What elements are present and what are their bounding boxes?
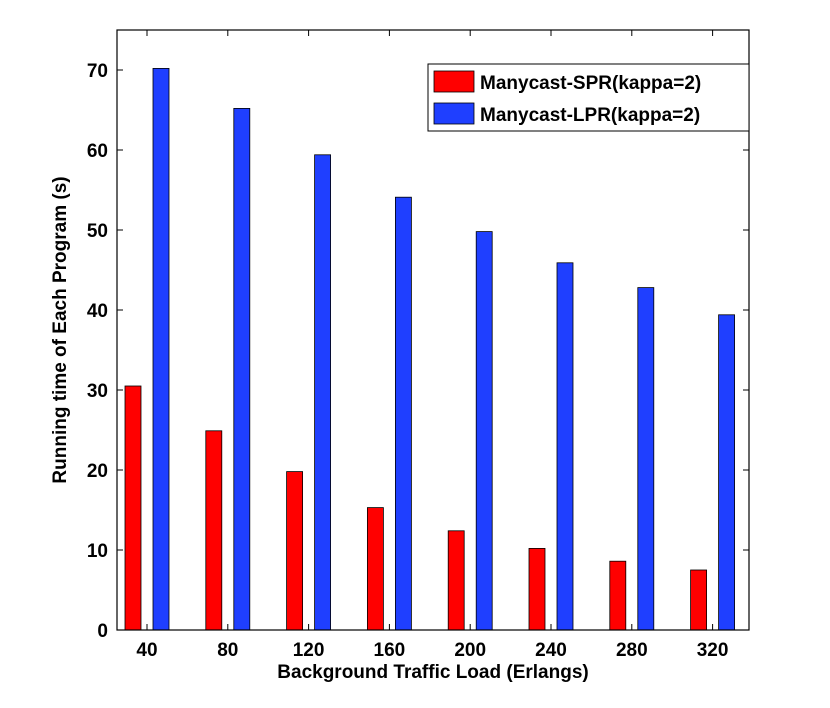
x-tick-label: 120	[293, 640, 325, 661]
bar-spr-80	[205, 430, 223, 631]
y-tick-label: 50	[87, 221, 108, 242]
bars-layer	[124, 68, 735, 631]
y-tick-label: 70	[87, 61, 108, 82]
legend-label-lpr: Manycast-LPR(kappa=2)	[480, 105, 700, 126]
x-tick-label: 40	[136, 640, 157, 661]
y-tick-label: 0	[97, 621, 108, 642]
y-tick-label: 10	[87, 541, 108, 562]
x-tick-labels: 40 80 120 160 200 240 280 320	[136, 640, 728, 661]
legend-box	[427, 63, 750, 132]
y-axis-label: Running time of Each Program (s)	[50, 176, 71, 483]
x-axis-label: Background Traffic Load (Erlangs)	[277, 662, 588, 683]
bar-lpr-160	[394, 196, 412, 631]
bar-lpr-200	[475, 231, 493, 631]
bar-spr-320	[690, 569, 707, 631]
bar-lpr-40	[152, 68, 170, 631]
x-tick-label: 280	[616, 640, 648, 661]
y-tick-label: 30	[87, 381, 108, 402]
bar-lpr-320	[718, 314, 735, 631]
bar-spr-40	[124, 385, 142, 631]
bar-lpr-240	[556, 262, 574, 631]
bar-lpr-280	[637, 287, 655, 631]
bar-spr-240	[528, 548, 546, 631]
legend: Manycast-SPR(kappa=2) Manycast-LPR(kappa…	[427, 63, 750, 132]
bar-lpr-120	[314, 154, 332, 631]
plot-frame	[116, 29, 750, 631]
legend-label-spr: Manycast-SPR(kappa=2)	[480, 73, 701, 94]
x-tick-label: 320	[697, 640, 729, 661]
y-tick-label: 60	[87, 141, 108, 162]
legend-swatch-spr	[433, 70, 475, 93]
bar-spr-120	[286, 471, 304, 631]
x-tick-label: 200	[454, 640, 486, 661]
x-tick-label: 80	[217, 640, 238, 661]
x-tick-label: 240	[535, 640, 567, 661]
x-tick-label: 160	[374, 640, 406, 661]
y-tick-label: 20	[87, 461, 108, 482]
bar-lpr-80	[233, 108, 251, 631]
bar-spr-280	[609, 560, 627, 631]
y-tick-labels: 0 10 20 30 40 50 60 70	[87, 61, 108, 642]
bar-spr-200	[447, 530, 465, 631]
bar-spr-160	[366, 507, 384, 631]
y-tick-label: 40	[87, 301, 108, 322]
legend-swatch-lpr	[433, 102, 475, 125]
